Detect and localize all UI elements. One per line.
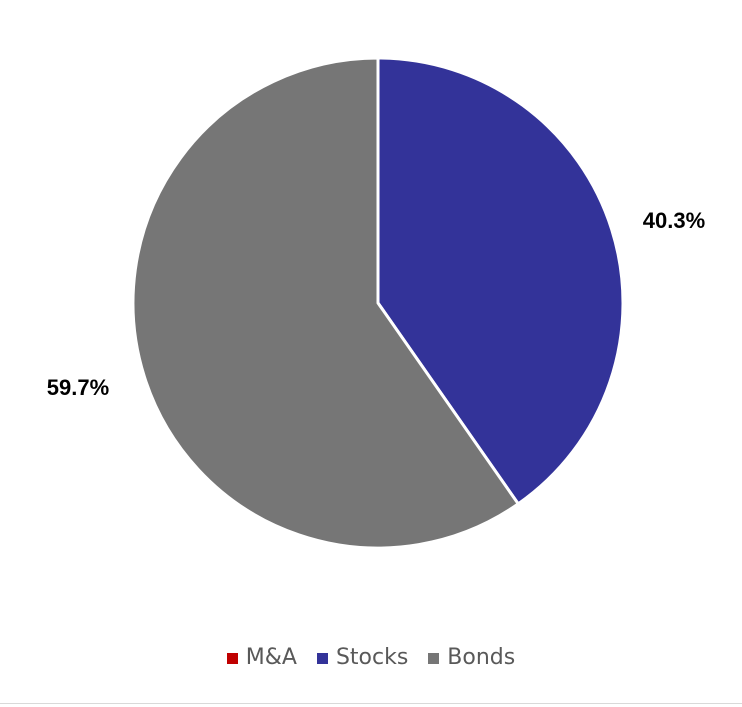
data-label-bonds: 59.7%: [47, 375, 109, 400]
legend-label-bonds: Bonds: [447, 645, 516, 670]
legend-item-ma: M&A: [226, 645, 297, 670]
pie-data-labels: 40.3% 59.7%: [47, 208, 705, 400]
legend-item-bonds: Bonds: [428, 647, 515, 669]
pie-slices: [131, 56, 625, 550]
legend-swatch-ma: [226, 652, 238, 664]
bottom-divider: [0, 703, 742, 704]
data-label-stocks: 40.3%: [643, 208, 705, 233]
legend-item-stocks: Stocks: [316, 645, 409, 670]
legend-swatch-stocks: [316, 652, 328, 664]
pie-slice-bonds: [131, 56, 520, 550]
legend-swatch-bonds: [428, 652, 440, 664]
pie-slice-stocks: [376, 56, 625, 506]
pie-chart-plot: 40.3% 59.7%: [47, 56, 705, 550]
legend-label-ma: M&A: [245, 645, 297, 670]
legend-label-stocks: Stocks: [335, 645, 409, 670]
chart-legend: M&A Stocks Bonds: [0, 640, 742, 676]
